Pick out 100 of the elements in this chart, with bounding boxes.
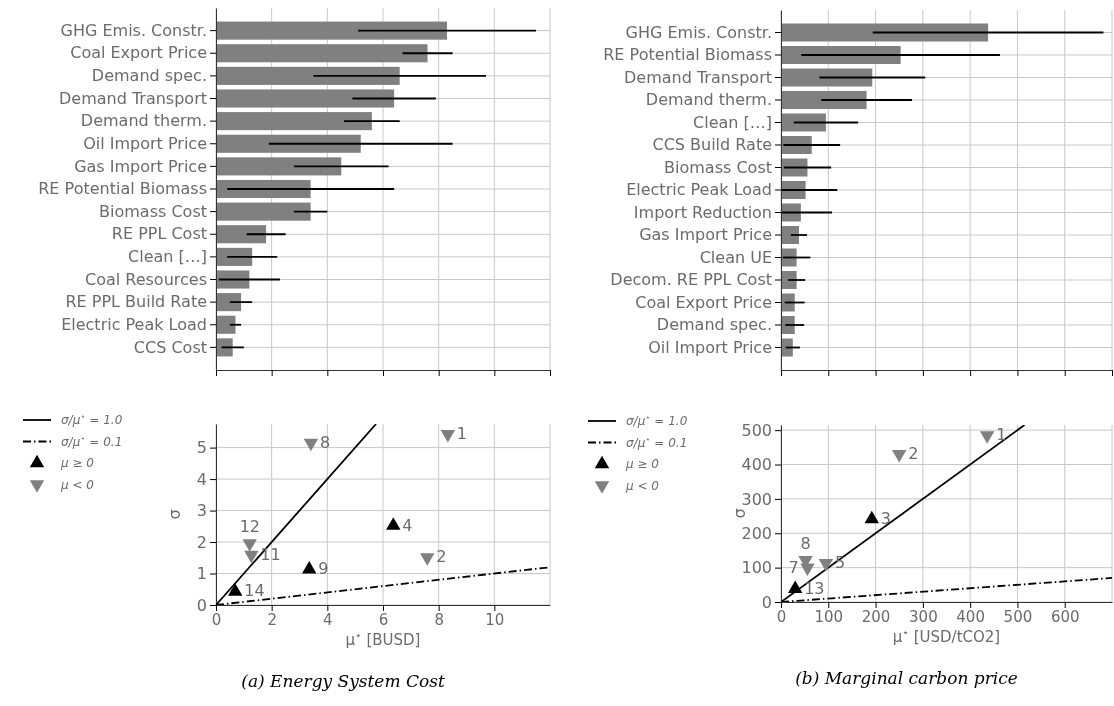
legend-label: μ ≥ 0 [625,457,660,471]
annotation: 9 [318,559,329,579]
bar [781,203,801,222]
y-tick-label: CCS Build Rate [652,135,772,155]
annotation: 1 [456,424,468,444]
x-tick-label: 0 [776,607,787,626]
bar [216,134,361,153]
y-tick-label: Electric Peak Load [626,180,772,200]
x-tick-label: 2 [267,610,277,629]
legend-label: μ < 0 [60,477,95,492]
y-tick-label: Clean UE [699,247,772,267]
legend-label: μ < 0 [625,478,660,493]
y-tick-label: Coal Resources [84,269,207,289]
y-tick-label: 2 [196,532,207,552]
bar [781,113,826,132]
y-tick-label: Biomass Cost [664,157,772,177]
y-tick-label: Demand Transport [58,88,207,108]
bar [216,66,400,85]
y-tick-label: 400 [741,455,772,475]
y-tick-label: 0 [761,592,772,612]
legend-label: σ/μ$^{⋆}$ = 0.1 [626,433,688,450]
text: (b) Marginal carbon price [795,668,1018,688]
point [386,517,401,530]
legend-label: μ ≥ 0 [60,456,95,470]
y-tick-label: Clean […] [693,112,772,132]
y-tick-label: 1 [196,564,207,584]
annotation: 4 [402,515,413,535]
point [228,583,243,596]
y-tick-label: Coal Export Price [70,43,207,63]
y-tick-label: 200 [741,523,772,543]
x-tick-label: 500 [1003,607,1033,626]
x-tick-label: 10 [485,610,505,629]
bar [781,226,799,244]
y-tick-label: 500 [741,420,772,440]
annotation: 12 [239,517,261,537]
y-tick-label: 4 [196,469,207,489]
annotation: 8 [319,432,331,452]
x-tick-label: 6 [378,610,389,629]
point [303,438,319,452]
y-axis-title: σ [165,509,184,520]
annotation: 8 [800,534,811,554]
y-tick-label: GHG Emis. Constr. [60,20,207,40]
y-axis-title: σ [730,508,749,519]
y-tick-label: Electric Peak Load [61,314,207,334]
x-axis-title: μ$^{⋆}$ [USD/tCO2] [892,626,1001,646]
legend-label: σ/μ$^{⋆}$ = 1.0 [61,411,123,427]
x-tick-label: 600 [1050,607,1080,626]
y-tick-label: RE PPL Build Rate [65,292,207,312]
y-tick-label: Decom. RE PPL Cost [610,270,772,290]
y-tick-label: Demand therm. [645,90,772,110]
point [892,450,907,463]
y-tick-label: Oil Import Price [83,133,207,153]
bar [781,68,873,87]
annotation: 14 [244,581,265,601]
bar [216,225,267,244]
y-tick-label: Oil Import Price [648,337,772,357]
x-tick-label: 8 [434,610,444,629]
bar [216,44,428,63]
bar [781,46,901,64]
point [440,429,456,443]
x-tick-label: 0 [211,610,222,629]
bar [216,202,311,221]
y-tick-label: Import Reduction [633,202,772,222]
annotation: 2 [908,444,919,464]
annotation: 13 [804,578,825,598]
point [979,431,995,444]
x-tick-label: 300 [909,607,938,626]
legend-label: σ/μ$^{⋆}$ = 1.0 [626,412,688,428]
y-tick-label: 100 [741,558,772,578]
bar [216,89,395,108]
legend-label: σ/μ$^{⋆}$ = 0.1 [61,432,123,449]
y-tick-label: RE Potential Biomass [603,45,772,65]
x-tick-label: 4 [323,610,333,629]
bar [781,248,797,267]
annotation: 3 [880,509,891,529]
bar [216,270,250,289]
annotation: 7 [788,557,799,577]
bar [216,157,342,176]
y-tick-label: CCS Cost [133,337,207,357]
x-tick-label: 400 [956,607,985,626]
y-tick-label: Gas Import Price [639,225,772,245]
bar [781,293,795,312]
text: (a) Energy System Cost [241,671,445,691]
bar [216,112,372,131]
x-axis-title: μ$^{⋆}$ [BUSD] [345,629,421,649]
bar [781,158,808,177]
bar [781,23,989,42]
x-tick-label: 200 [861,607,891,626]
annotation: 2 [436,547,447,567]
point [818,559,834,572]
y-tick-label: Gas Import Price [74,156,207,176]
bar [781,271,797,289]
y-tick-label: Demand therm. [80,111,207,131]
annotation: 1 [996,425,1007,445]
x-tick-label: 100 [814,607,844,626]
y-tick-label: Demand Transport [623,67,772,87]
annotation: 11 [260,544,281,564]
y-tick-label: RE PPL Cost [111,224,207,244]
bar [781,91,867,109]
bar [781,338,793,357]
